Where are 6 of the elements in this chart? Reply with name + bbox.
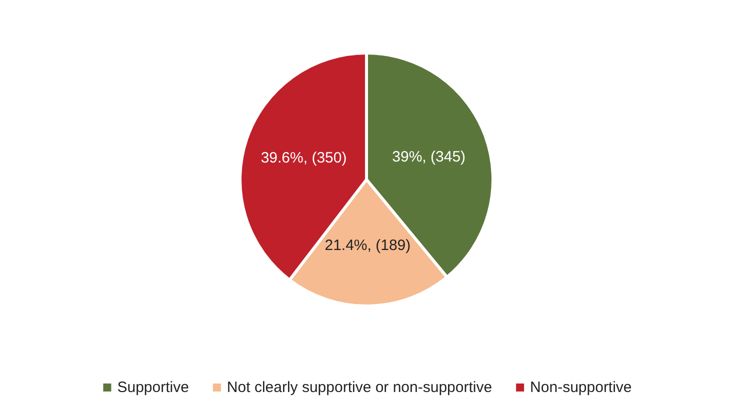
legend-label: Non-supportive (530, 379, 632, 396)
data-label: 39.6%, (350) (260, 150, 347, 167)
legend-label: Supportive (117, 379, 189, 396)
data-label: 39%, (345) (392, 148, 466, 166)
data-label: 21.4%, (189) (324, 237, 411, 254)
legend-label: Not clearly supportive or non-supportive (226, 379, 492, 396)
